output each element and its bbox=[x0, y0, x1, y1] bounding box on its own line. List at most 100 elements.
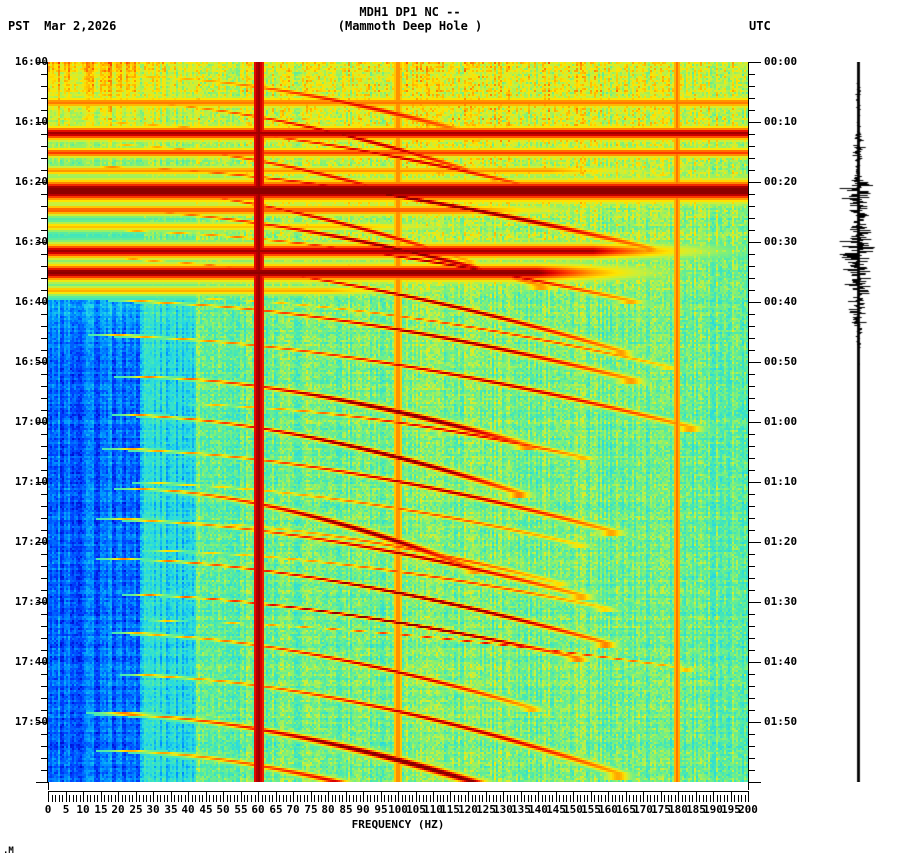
freq-tick-minor bbox=[734, 795, 735, 802]
time-tick-minor-right bbox=[748, 134, 755, 135]
freq-tick-major bbox=[171, 791, 172, 802]
time-tick-minor-right bbox=[748, 158, 755, 159]
time-label-right: 00:10 bbox=[764, 115, 798, 128]
freq-tick-minor bbox=[216, 795, 217, 802]
freq-label: 190 bbox=[703, 803, 723, 816]
time-tick-major-left bbox=[36, 662, 48, 663]
freq-tick-minor bbox=[409, 795, 410, 802]
freq-tick-minor bbox=[423, 795, 424, 802]
freq-tick-minor bbox=[654, 795, 655, 802]
freq-tick-minor bbox=[692, 795, 693, 802]
time-tick-minor-left bbox=[41, 746, 48, 747]
freq-tick-minor bbox=[73, 795, 74, 802]
freq-tick-minor bbox=[461, 795, 462, 802]
time-label-right: 00:00 bbox=[764, 55, 798, 68]
freq-tick-minor bbox=[300, 795, 301, 802]
time-tick-minor-left bbox=[41, 86, 48, 87]
freq-tick-major bbox=[188, 791, 189, 802]
time-tick-minor-left bbox=[41, 398, 48, 399]
freq-tick-major bbox=[66, 791, 67, 802]
time-axis-right: 00:00 00:10 00:20 00:30 00:40 00:50 01:00 01:10… bbox=[748, 0, 858, 864]
time-axis-left: 16:00 16:10 16:20 16:30 16:40 16:50 17:00 17:10… bbox=[0, 0, 48, 864]
freq-label: 115 bbox=[440, 803, 460, 816]
freq-label: 100 bbox=[388, 803, 408, 816]
time-tick-major-left bbox=[36, 422, 48, 423]
time-tick-minor-left bbox=[41, 386, 48, 387]
freq-tick-minor bbox=[87, 795, 88, 802]
freq-tick-minor bbox=[69, 795, 70, 802]
freq-tick-minor bbox=[167, 795, 168, 802]
freq-tick-minor bbox=[472, 795, 473, 802]
time-tick-minor-left bbox=[41, 458, 48, 459]
freq-tick-minor bbox=[94, 795, 95, 802]
time-tick-minor-left bbox=[41, 350, 48, 351]
freq-tick-minor bbox=[552, 795, 553, 802]
freq-tick-minor bbox=[531, 795, 532, 802]
freq-tick-major bbox=[241, 791, 242, 802]
time-tick-minor-right bbox=[748, 326, 755, 327]
freq-tick-minor bbox=[143, 795, 144, 802]
freq-tick-minor bbox=[164, 795, 165, 802]
freq-tick-minor bbox=[370, 795, 371, 802]
freq-tick-major bbox=[223, 791, 224, 802]
freq-tick-major bbox=[556, 791, 557, 802]
time-tick-major-right bbox=[748, 602, 761, 603]
spectrogram-image[interactable] bbox=[48, 62, 748, 782]
freq-tick-minor bbox=[213, 795, 214, 802]
time-tick-minor-left bbox=[41, 566, 48, 567]
time-tick-major-right bbox=[748, 422, 761, 423]
freq-tick-minor bbox=[59, 795, 60, 802]
freq-tick-minor bbox=[493, 795, 494, 802]
freq-tick-major bbox=[258, 791, 259, 802]
freq-tick-minor bbox=[426, 795, 427, 802]
freq-label: 175 bbox=[651, 803, 671, 816]
freq-tick-minor bbox=[384, 795, 385, 802]
time-tick-minor-left bbox=[41, 134, 48, 135]
time-tick-minor-left bbox=[41, 290, 48, 291]
freq-tick-minor bbox=[185, 795, 186, 802]
freq-tick-minor bbox=[598, 795, 599, 802]
time-tick-minor-left bbox=[41, 554, 48, 555]
time-tick-major-right bbox=[748, 242, 761, 243]
freq-tick-minor bbox=[237, 795, 238, 802]
time-tick-minor-right bbox=[748, 398, 755, 399]
freq-tick-minor bbox=[549, 795, 550, 802]
time-tick-minor-left bbox=[41, 494, 48, 495]
spectrogram-plot[interactable] bbox=[48, 62, 748, 782]
time-label-right: 01:10 bbox=[764, 475, 798, 488]
freq-tick-minor bbox=[724, 795, 725, 802]
time-tick-minor-right bbox=[748, 626, 755, 627]
freq-label: 50 bbox=[216, 803, 230, 816]
freq-tick-major bbox=[468, 791, 469, 802]
time-tick-minor-left bbox=[41, 158, 48, 159]
time-tick-major-right bbox=[748, 302, 761, 303]
freq-tick-minor bbox=[507, 795, 508, 802]
freq-tick-major bbox=[118, 791, 119, 802]
freq-tick-minor bbox=[90, 795, 91, 802]
time-label-left: 17:10 bbox=[14, 475, 48, 488]
freq-tick-major bbox=[48, 791, 49, 802]
freq-tick-major bbox=[206, 791, 207, 802]
time-tick-minor-right bbox=[748, 494, 755, 495]
freq-label: 80 bbox=[321, 803, 335, 816]
freq-tick-minor bbox=[388, 795, 389, 802]
freq-tick-minor bbox=[622, 795, 623, 802]
freq-label: 45 bbox=[199, 803, 213, 816]
time-tick-minor-left bbox=[41, 638, 48, 639]
seismogram-trace[interactable] bbox=[812, 62, 900, 782]
time-tick-minor-left bbox=[41, 338, 48, 339]
time-tick-major-left bbox=[36, 182, 48, 183]
freq-tick-minor bbox=[209, 795, 210, 802]
freq-tick-major bbox=[416, 791, 417, 802]
time-tick-minor-right bbox=[748, 638, 755, 639]
freq-tick-minor bbox=[111, 795, 112, 802]
time-tick-minor-right bbox=[748, 710, 755, 711]
freq-tick-minor bbox=[500, 795, 501, 802]
header-station-code: MDH1 DP1 NC -- bbox=[359, 5, 461, 19]
freq-label: 105 bbox=[406, 803, 426, 816]
axis-spine-left bbox=[47, 62, 48, 782]
freq-tick-minor bbox=[675, 795, 676, 802]
freq-tick-minor bbox=[342, 795, 343, 802]
freq-tick-minor bbox=[353, 795, 354, 802]
